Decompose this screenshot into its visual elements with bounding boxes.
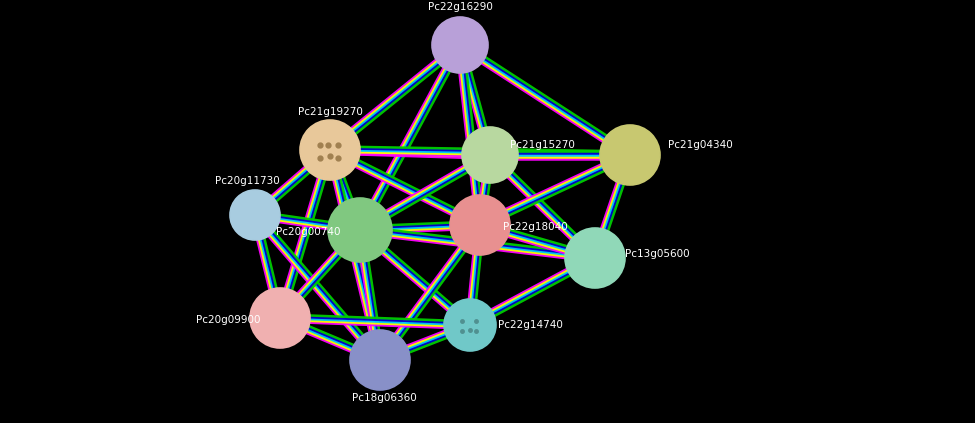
Circle shape <box>600 125 660 185</box>
Circle shape <box>444 299 496 351</box>
Circle shape <box>250 288 310 348</box>
Text: Pc20g09900: Pc20g09900 <box>196 315 260 325</box>
Circle shape <box>350 330 410 390</box>
Text: Pc22g14740: Pc22g14740 <box>497 320 563 330</box>
Text: Pc22g16290: Pc22g16290 <box>428 2 492 12</box>
Text: Pc13g05600: Pc13g05600 <box>625 249 689 259</box>
Text: Pc20g00740: Pc20g00740 <box>276 227 340 237</box>
Text: Pc21g04340: Pc21g04340 <box>668 140 732 150</box>
Circle shape <box>450 195 510 255</box>
Text: Pc22g18040: Pc22g18040 <box>503 222 567 232</box>
Circle shape <box>462 127 518 183</box>
Text: Pc21g19270: Pc21g19270 <box>297 107 363 117</box>
Circle shape <box>565 228 625 288</box>
Text: Pc21g15270: Pc21g15270 <box>510 140 574 150</box>
Circle shape <box>300 120 360 180</box>
Text: Pc20g11730: Pc20g11730 <box>214 176 280 186</box>
Circle shape <box>432 17 488 73</box>
Circle shape <box>230 190 280 240</box>
Text: Pc18g06360: Pc18g06360 <box>352 393 416 403</box>
Circle shape <box>328 198 392 262</box>
